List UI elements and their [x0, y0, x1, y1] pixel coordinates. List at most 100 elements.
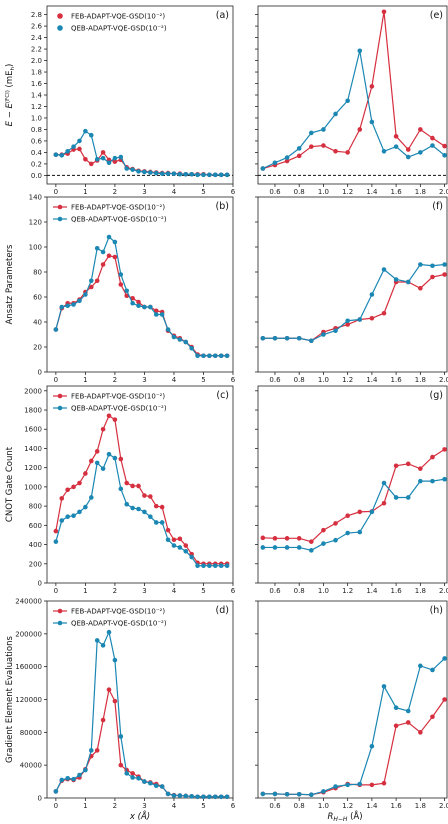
data-point-qeb: [369, 292, 375, 297]
data-point-feb: [369, 782, 375, 788]
axes-frame: [46, 600, 234, 799]
data-point-qeb: [183, 339, 189, 345]
data-point-feb: [159, 504, 165, 510]
x-tick-label: 1.8: [415, 376, 426, 384]
x-tick-label: 2.0: [439, 376, 448, 384]
data-point-feb: [345, 150, 350, 155]
data-point-feb: [77, 146, 82, 152]
data-point-qeb: [148, 304, 153, 310]
data-point-qeb: [94, 460, 100, 466]
x-tick-label: 1.8: [415, 802, 426, 810]
data-point-feb: [405, 461, 411, 467]
panel-label: (g): [430, 390, 443, 401]
x-tick-label: 4: [172, 376, 177, 384]
data-point-feb: [333, 521, 338, 526]
data-point-feb: [369, 315, 375, 321]
data-point-qeb: [418, 663, 423, 669]
data-point-qeb: [405, 154, 411, 160]
data-point-qeb: [71, 144, 76, 149]
series-line-feb: [262, 11, 445, 170]
data-point-qeb: [136, 506, 141, 512]
y-tick-label: 2.4: [31, 34, 43, 42]
data-point-feb: [345, 513, 350, 519]
y-tick-label: 0.6: [31, 137, 43, 145]
data-point-qeb: [124, 501, 130, 507]
legend-marker-qeb: [57, 405, 63, 411]
series-line-feb: [262, 699, 446, 796]
data-point-feb: [118, 282, 124, 287]
data-point-feb: [100, 717, 106, 723]
data-point-qeb: [218, 353, 224, 359]
data-point-qeb: [296, 335, 302, 341]
y-tick-label: 0.0: [31, 172, 42, 180]
data-point-qeb: [183, 548, 189, 554]
data-point-qeb: [71, 513, 76, 519]
y-tick-label: 80: [33, 269, 42, 277]
y-tick-label: 100: [29, 244, 42, 252]
x-tick-label: 6: [231, 587, 236, 595]
data-point-qeb: [393, 495, 399, 500]
data-point-qeb: [333, 328, 338, 334]
data-point-qeb: [260, 335, 266, 341]
data-point-qeb: [59, 152, 65, 158]
data-point-qeb: [212, 172, 218, 178]
y-tick-label: 1400: [24, 445, 42, 453]
legend-marker-feb: [57, 204, 63, 210]
y-tick-label: 400: [29, 541, 42, 549]
data-point-feb: [153, 308, 159, 314]
x-tick-label: 1.0: [318, 188, 329, 196]
data-point-qeb: [177, 337, 183, 342]
data-point-qeb: [418, 150, 423, 155]
data-point-qeb: [159, 312, 165, 317]
data-point-qeb: [309, 338, 314, 344]
data-point-feb: [100, 426, 106, 432]
data-point-feb: [418, 466, 423, 471]
data-point-qeb: [207, 794, 212, 800]
data-point-qeb: [195, 353, 200, 359]
data-point-qeb: [405, 495, 411, 500]
x-tick-label: 1: [83, 376, 87, 384]
data-point-feb: [148, 494, 153, 499]
data-point-qeb: [442, 476, 447, 482]
data-point-qeb: [405, 279, 411, 285]
data-point-feb: [130, 295, 135, 301]
x-tick-label: 6: [231, 802, 236, 810]
data-point-qeb: [183, 171, 189, 177]
x-tick-label: 0.6: [269, 802, 281, 810]
data-point-qeb: [153, 520, 159, 525]
data-point-feb: [112, 698, 118, 704]
data-point-qeb: [148, 170, 153, 175]
data-point-qeb: [118, 734, 124, 739]
data-point-feb: [177, 536, 183, 542]
y-tick-label: 0: [38, 369, 42, 377]
data-point-qeb: [171, 543, 177, 548]
series-line-qeb: [262, 478, 445, 551]
data-point-feb: [94, 748, 100, 753]
data-point-feb: [418, 127, 423, 132]
x-tick-label: 1.4: [366, 587, 378, 595]
data-point-qeb: [53, 152, 59, 158]
data-point-feb: [442, 143, 447, 149]
data-point-feb: [442, 272, 447, 277]
data-point-qeb: [106, 160, 112, 166]
data-point-qeb: [189, 171, 194, 177]
data-point-qeb: [201, 563, 206, 569]
data-point-qeb: [59, 518, 65, 523]
data-point-qeb: [148, 780, 153, 786]
data-point-feb: [118, 456, 124, 462]
data-point-feb: [94, 278, 100, 284]
data-point-feb: [100, 150, 106, 155]
y-tick-label: 140: [29, 194, 42, 202]
data-point-qeb: [130, 167, 135, 172]
panel-label: (h): [430, 605, 443, 616]
data-point-qeb: [260, 545, 266, 550]
data-point-feb: [88, 284, 94, 290]
data-point-feb: [442, 447, 447, 452]
panel-label: (b): [216, 201, 229, 212]
data-point-qeb: [112, 657, 118, 663]
data-point-qeb: [189, 794, 194, 799]
x-tick-label: 1.4: [366, 376, 378, 384]
data-point-feb: [136, 483, 141, 489]
data-point-qeb: [65, 776, 70, 781]
